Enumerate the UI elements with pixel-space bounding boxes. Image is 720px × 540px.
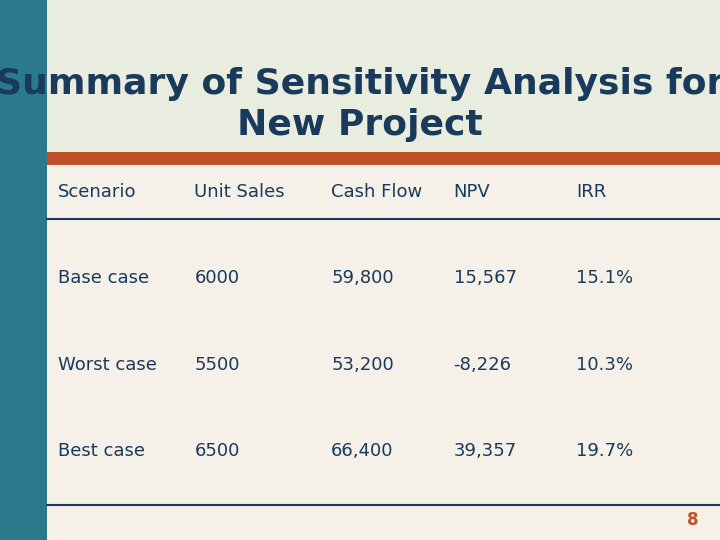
FancyBboxPatch shape: [47, 152, 720, 165]
Text: Summary of Sensitivity Analysis for: Summary of Sensitivity Analysis for: [0, 67, 720, 100]
Text: 6500: 6500: [194, 442, 240, 460]
Text: Cash Flow: Cash Flow: [331, 183, 423, 201]
Text: -8,226: -8,226: [454, 355, 512, 374]
Text: Worst case: Worst case: [58, 355, 156, 374]
FancyBboxPatch shape: [47, 151, 720, 540]
Text: 6000: 6000: [194, 269, 240, 287]
Text: 59,800: 59,800: [331, 269, 394, 287]
Text: NPV: NPV: [454, 183, 490, 201]
Text: New Project: New Project: [237, 109, 483, 142]
Text: 15.1%: 15.1%: [576, 269, 633, 287]
Text: 39,357: 39,357: [454, 442, 517, 460]
Text: 15,567: 15,567: [454, 269, 517, 287]
Text: 5500: 5500: [194, 355, 240, 374]
Text: Base case: Base case: [58, 269, 149, 287]
FancyBboxPatch shape: [0, 0, 47, 540]
Text: 19.7%: 19.7%: [576, 442, 634, 460]
Text: Scenario: Scenario: [58, 183, 136, 201]
Text: IRR: IRR: [576, 183, 606, 201]
Text: 10.3%: 10.3%: [576, 355, 633, 374]
Text: 66,400: 66,400: [331, 442, 394, 460]
Text: 8: 8: [687, 511, 698, 529]
Text: Unit Sales: Unit Sales: [194, 183, 285, 201]
Text: 53,200: 53,200: [331, 355, 394, 374]
Text: Best case: Best case: [58, 442, 145, 460]
FancyBboxPatch shape: [47, 0, 720, 151]
